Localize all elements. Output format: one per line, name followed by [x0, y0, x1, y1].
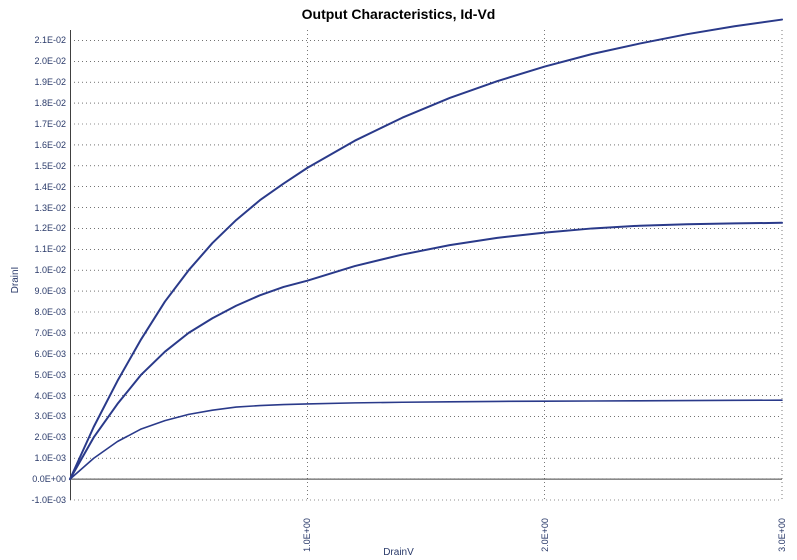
y-tick-label: 2.0E-02	[34, 56, 66, 66]
y-tick-label: 0.0E+00	[32, 474, 66, 484]
x-tick-label: 1.0E+00	[302, 518, 312, 552]
y-tick-label: 1.1E-02	[34, 244, 66, 254]
y-tick-label: 1.3E-02	[34, 203, 66, 213]
y-tick-label: 1.5E-02	[34, 161, 66, 171]
y-tick-label: 5.0E-03	[34, 370, 66, 380]
plot-svg	[70, 30, 782, 500]
y-tick-label: 1.9E-02	[34, 77, 66, 87]
y-tick-label: 1.7E-02	[34, 119, 66, 129]
y-tick-label: 1.8E-02	[34, 98, 66, 108]
chart-container: Output Characteristics, Id-Vd DrainI Dra…	[0, 0, 797, 560]
y-tick-label: 1.0E-03	[34, 453, 66, 463]
y-tick-label: 2.0E-03	[34, 432, 66, 442]
y-tick-label: 1.0E-02	[34, 265, 66, 275]
x-axis-label: DrainV	[0, 547, 797, 558]
y-tick-label: 6.0E-03	[34, 349, 66, 359]
y-tick-label: 4.0E-03	[34, 391, 66, 401]
y-tick-label: -1.0E-03	[31, 495, 66, 505]
series-curve_mid	[70, 223, 782, 479]
y-tick-label: 1.6E-02	[34, 140, 66, 150]
x-tick-label: 2.0E+00	[540, 518, 550, 552]
chart-title: Output Characteristics, Id-Vd	[0, 6, 797, 22]
y-tick-label: 9.0E-03	[34, 286, 66, 296]
y-tick-label: 2.1E-02	[34, 35, 66, 45]
y-tick-label: 1.2E-02	[34, 223, 66, 233]
x-tick-label: 3.0E+00	[777, 518, 787, 552]
y-tick-label: 7.0E-03	[34, 328, 66, 338]
y-tick-label: 8.0E-03	[34, 307, 66, 317]
series-curve_low	[70, 400, 782, 479]
y-axis-label: DrainI	[10, 267, 21, 294]
y-tick-label: 1.4E-02	[34, 182, 66, 192]
y-tick-label: 3.0E-03	[34, 411, 66, 421]
plot-area: -1.0E-030.0E+001.0E-032.0E-033.0E-034.0E…	[70, 30, 782, 500]
